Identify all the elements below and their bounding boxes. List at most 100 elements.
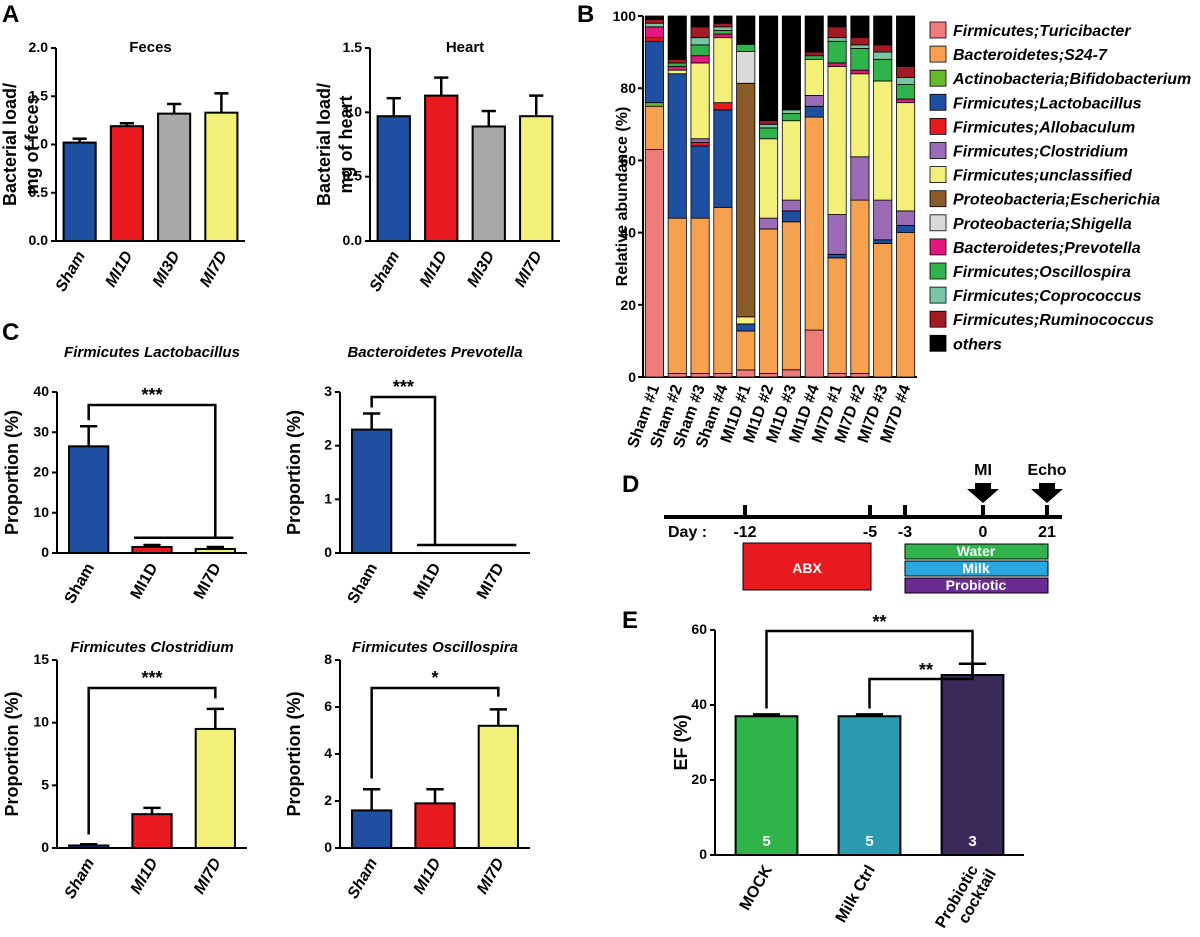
- y-tick-label: 30: [33, 423, 49, 439]
- y-tick-label: 6: [324, 698, 332, 714]
- y-tick-label: 100: [613, 8, 637, 24]
- stack-segment: [873, 80, 893, 201]
- stack-segment: [850, 15, 870, 39]
- stack-segment: [804, 55, 824, 60]
- y-tick-label: 0: [699, 846, 707, 862]
- y-tick-label: 0.5: [343, 168, 363, 184]
- n-label: 3: [968, 833, 976, 850]
- day-prefix-label: Day :: [668, 524, 707, 541]
- y-axis-label: EF (%): [671, 714, 691, 770]
- stack-segment: [850, 44, 870, 49]
- y-axis-label: Proportion (%): [2, 692, 22, 817]
- legend-swatch: [929, 310, 947, 328]
- y-tick-label: 1.0: [29, 136, 49, 152]
- stack-segment: [690, 372, 710, 378]
- stack-segment: [850, 372, 870, 378]
- y-axis-label: mg of heart: [336, 95, 356, 193]
- category-label: Sham: [345, 856, 382, 902]
- legend-swatch: [929, 142, 947, 159]
- stack-segment: [827, 214, 847, 255]
- y-tick-label: 20: [620, 297, 636, 313]
- chart-title: Heart: [446, 39, 484, 56]
- y-tick-label: 8: [324, 651, 332, 667]
- category-label: MI1D: [417, 248, 451, 290]
- y-tick-label: 40: [620, 225, 636, 241]
- chart-c-clostridium: 0 5 10 15 Sham MI1D MI7D Firmicutes Clostridium…: [2, 639, 247, 902]
- legend-label: Proteobacteria;Escherichia: [953, 192, 1160, 209]
- legend-label: Firmicutes;Lactobacillus: [953, 95, 1142, 112]
- n-label: 5: [762, 833, 770, 850]
- legend-label: Firmicutes;unclassified: [953, 168, 1133, 185]
- stack-segment: [896, 224, 916, 234]
- category-label: MI7D: [474, 855, 508, 897]
- stack-segment: [873, 15, 893, 46]
- legend-swatch: [929, 190, 947, 208]
- stack-segment: [644, 40, 664, 104]
- y-tick-label: 0.0: [29, 232, 49, 248]
- category-label: MI1D: [102, 248, 136, 290]
- legend-swatch: [929, 286, 947, 304]
- y-tick-label: 0: [324, 839, 332, 855]
- stack-segment: [759, 120, 779, 125]
- stack-segment: [759, 138, 779, 219]
- stack-segment: [896, 76, 916, 85]
- abx-box: [742, 542, 872, 591]
- y-tick-label: 15: [33, 651, 49, 667]
- stack-segment: [713, 33, 733, 39]
- bar: [194, 727, 236, 850]
- legend-swatch: [929, 45, 947, 63]
- bar: [424, 94, 459, 242]
- legend-swatch: [929, 238, 947, 256]
- stack-segment: [690, 145, 710, 219]
- legend-swatch: [929, 214, 947, 232]
- legend-swatch: [929, 334, 947, 352]
- stack-segment: [713, 30, 733, 35]
- significance-bracket: [370, 686, 500, 779]
- stack-segment: [827, 15, 847, 28]
- significance-label: ***: [141, 385, 162, 405]
- y-tick-label: 2: [324, 437, 332, 453]
- stack-segment: [759, 228, 779, 374]
- legend-label: Bacteroidetes;Prevotella: [953, 240, 1141, 257]
- y-tick-label: 60: [691, 621, 707, 637]
- stack-segment: [759, 372, 779, 378]
- legend-swatch: [929, 21, 947, 39]
- category-label: Sham: [62, 561, 99, 607]
- significance-bracket: [87, 403, 217, 537]
- significance-label: ***: [141, 668, 162, 688]
- stack-segment: [781, 113, 801, 122]
- stack-segment: [850, 37, 870, 46]
- panel-letter-c: C: [2, 319, 19, 346]
- group-box: [904, 543, 1049, 560]
- category-label: MI7D: [512, 248, 546, 290]
- category-label: MI7D: [474, 561, 508, 603]
- y-tick-label: 3: [324, 383, 332, 399]
- stack-segment: [644, 102, 664, 107]
- y-tick-label: 0: [41, 839, 49, 855]
- legend-label: Firmicutes;Ruminococcus: [953, 312, 1154, 329]
- stack-segment: [736, 323, 756, 332]
- stack-segment: [873, 243, 893, 378]
- stack-segment: [644, 15, 664, 21]
- stack-segment: [850, 156, 870, 201]
- chart-c-prevotella: 0 1 2 3 Sham MI1D MI7D Bacteroidetes Prevotella…: [284, 344, 530, 607]
- legend-label: Firmicutes;Coprococcus: [953, 288, 1142, 305]
- y-axis-label: Proportion (%): [2, 410, 22, 535]
- y-tick-label: 0: [41, 544, 49, 560]
- panel-letter-d: D: [622, 471, 639, 498]
- y-tick-label: 1.5: [29, 87, 49, 103]
- chart-c-lactobacillus: 0 10 20 30 40 Sham MI1D MI7D Firmicutes Lactobac…: [2, 344, 247, 607]
- y-axis-label: Proportion (%): [284, 692, 304, 817]
- bar: [109, 125, 144, 242]
- chart-title: Bacteroidetes Prevotella: [347, 344, 522, 361]
- stack-segment: [873, 44, 893, 53]
- significance-label: ***: [393, 377, 414, 397]
- significance-bracket: [87, 686, 217, 835]
- stack-segment: [781, 210, 801, 223]
- stack-segment: [781, 221, 801, 371]
- stack-segment: [827, 37, 847, 42]
- stack-segment: [713, 372, 733, 378]
- bar: [131, 813, 173, 849]
- event-arrow-shaft: [975, 483, 991, 489]
